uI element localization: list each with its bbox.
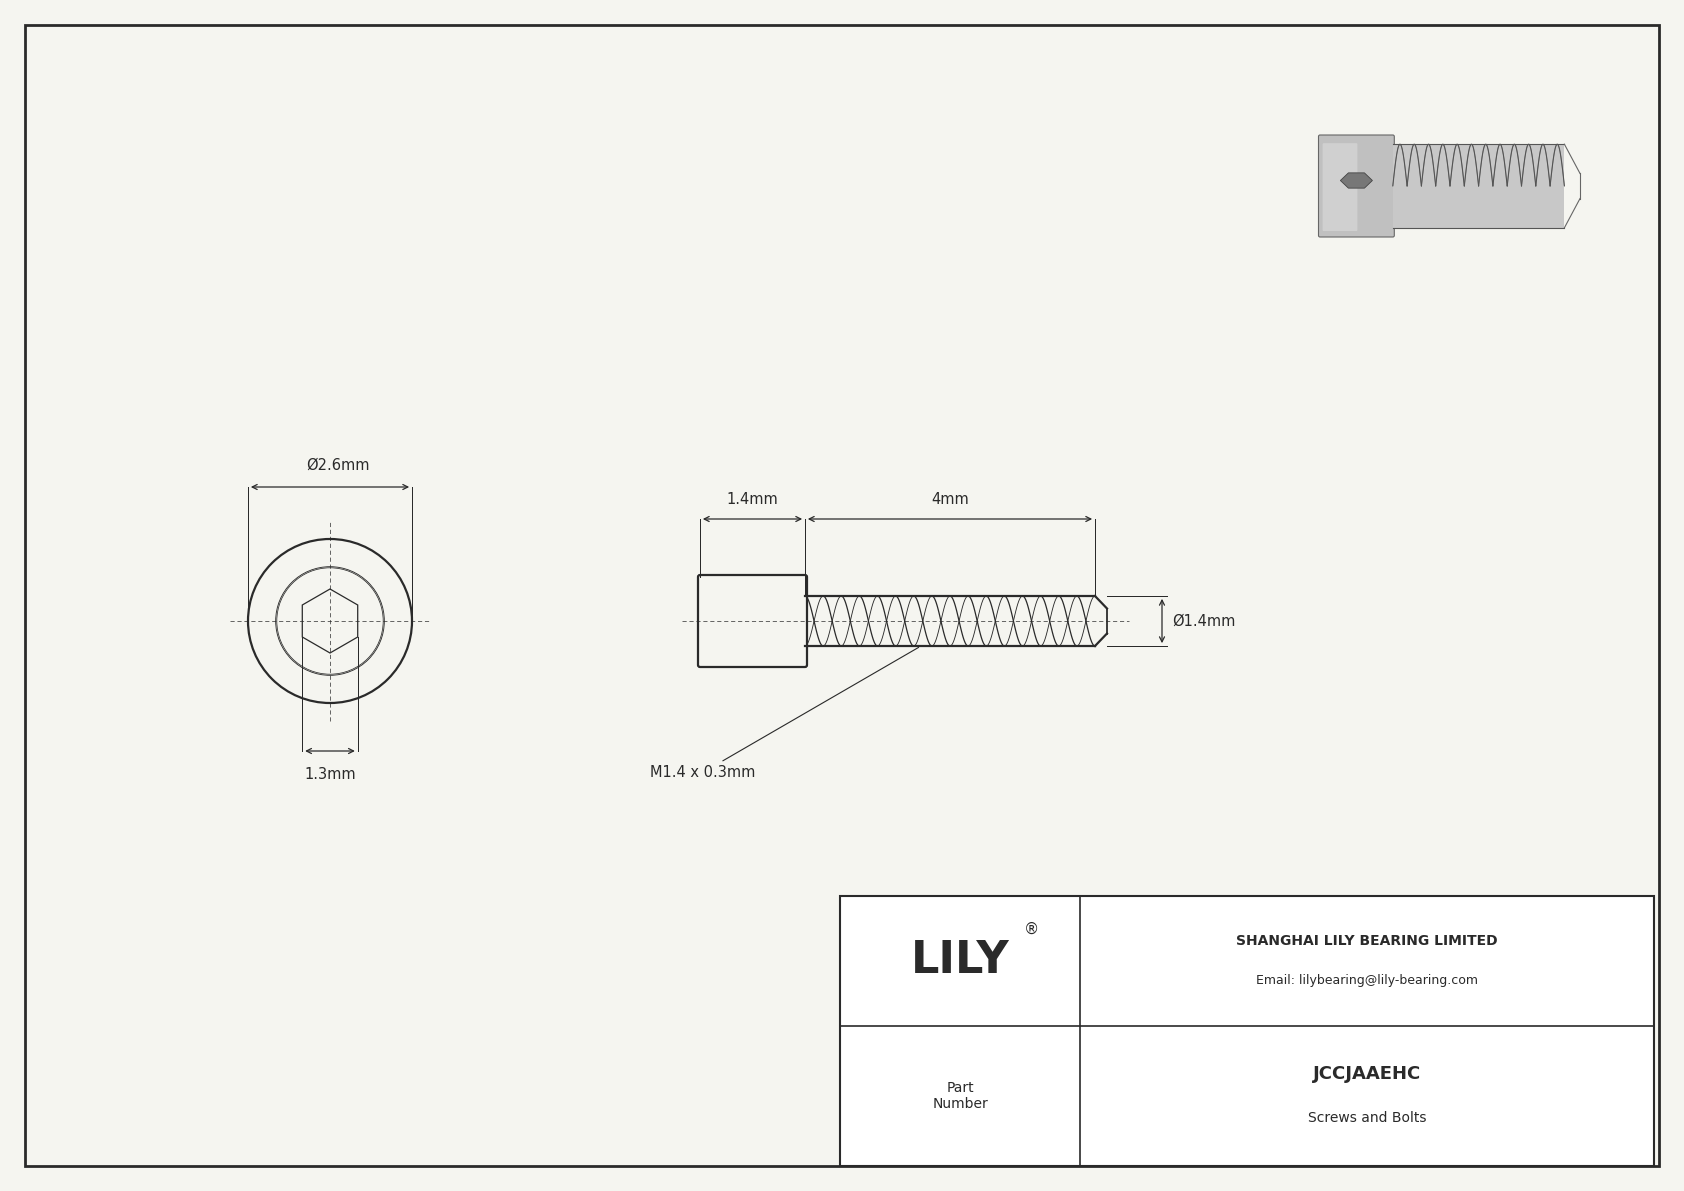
Text: ®: ® <box>1024 922 1039 936</box>
Text: 4mm: 4mm <box>931 492 968 507</box>
Text: SHANGHAI LILY BEARING LIMITED: SHANGHAI LILY BEARING LIMITED <box>1236 934 1497 948</box>
Bar <box>840 896 1654 1166</box>
Text: M1.4 x 0.3mm: M1.4 x 0.3mm <box>650 648 918 780</box>
Text: 1.3mm: 1.3mm <box>305 767 355 782</box>
Bar <box>840 896 1654 1166</box>
Text: Ø2.6mm: Ø2.6mm <box>306 459 370 473</box>
FancyBboxPatch shape <box>1319 135 1394 237</box>
Text: Ø1.4mm: Ø1.4mm <box>1172 613 1236 629</box>
FancyBboxPatch shape <box>1322 143 1357 231</box>
Bar <box>1393 144 1564 227</box>
Text: JCCJAAEHC: JCCJAAEHC <box>1314 1065 1421 1083</box>
Text: 1.4mm: 1.4mm <box>726 492 778 507</box>
Text: Email: lilybearing@lily-bearing.com: Email: lilybearing@lily-bearing.com <box>1256 974 1479 987</box>
Text: Part
Number: Part Number <box>933 1080 989 1111</box>
Text: LILY: LILY <box>911 940 1009 983</box>
Polygon shape <box>1340 173 1372 188</box>
Text: Screws and Bolts: Screws and Bolts <box>1308 1111 1426 1124</box>
